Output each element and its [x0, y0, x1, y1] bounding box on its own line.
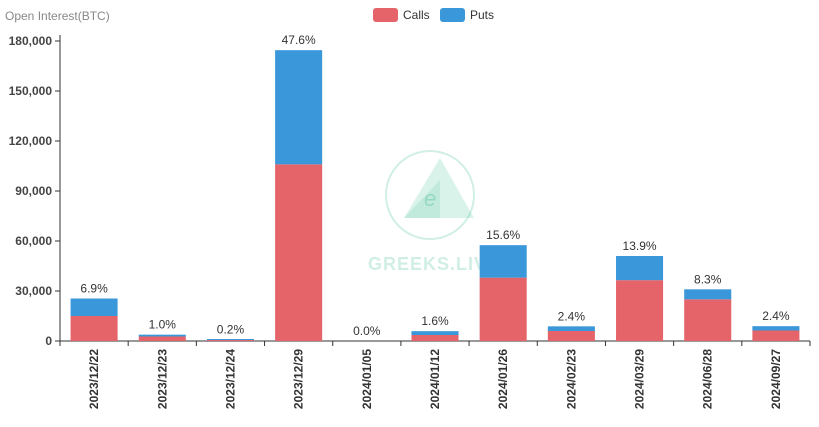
- x-tick-label: 2024/09/27: [769, 349, 783, 409]
- data-label: 2.4%: [762, 309, 790, 323]
- x-tick-label: 2024/06/28: [701, 349, 715, 409]
- data-label: 47.6%: [282, 33, 316, 47]
- y-tick-label: 60,000: [15, 234, 52, 248]
- bar-calls: [616, 280, 664, 341]
- bar-puts: [411, 331, 459, 335]
- legend-swatch-puts: [440, 8, 465, 22]
- bars: [70, 50, 800, 341]
- y-tick-label: 120,000: [9, 134, 53, 148]
- bar-calls: [411, 335, 459, 341]
- data-labels: 6.9% 1.0% 0.2% 47.6% 0.0% 1.6% 15.6% 2.4% 13.9% 8…: [80, 33, 789, 338]
- svg-text:e: e: [424, 186, 436, 211]
- y-tick-label: 150,000: [9, 84, 53, 98]
- legend: Calls Puts: [373, 8, 494, 22]
- bar-calls: [547, 331, 595, 341]
- y-tick-label: 0: [45, 334, 52, 348]
- x-tick-label: 2023/12/22: [87, 349, 101, 409]
- y-axis: 0 30,000 60,000 90,000 120,000 150,000 180,000: [9, 34, 61, 348]
- data-label: 6.9%: [80, 282, 108, 296]
- watermark: e GREEKS.LIVE: [368, 150, 500, 274]
- bar-calls: [206, 340, 254, 341]
- bar-puts: [70, 298, 118, 316]
- bar-puts: [616, 256, 664, 281]
- x-tick-label: 2023/12/23: [155, 349, 169, 409]
- data-label: 8.3%: [694, 272, 722, 286]
- bar-calls: [138, 336, 186, 341]
- y-tick-label: 90,000: [15, 184, 52, 198]
- greeks-live-logo-icon: e: [385, 150, 475, 240]
- bar-calls: [70, 316, 118, 341]
- data-label: 0.0%: [353, 324, 381, 338]
- data-label: 2.4%: [558, 309, 586, 323]
- bar-puts: [752, 326, 800, 331]
- data-label: 13.9%: [623, 239, 657, 253]
- y-tick-label: 30,000: [15, 284, 52, 298]
- bar-puts: [275, 50, 323, 165]
- y-axis-title: Open Interest(BTC): [5, 9, 110, 23]
- x-axis: 2023/12/22 2023/12/23 2023/12/24 2023/12/29…: [59, 340, 811, 409]
- legend-label-calls: Calls: [403, 8, 430, 22]
- legend-swatch-calls: [373, 8, 398, 22]
- x-tick-label: 2024/01/05: [360, 349, 374, 409]
- bar-calls: [684, 299, 732, 341]
- bar-puts: [547, 326, 595, 331]
- x-tick-label: 2023/12/29: [292, 349, 306, 409]
- x-tick-label: 2024/01/26: [496, 349, 510, 409]
- bar-calls: [752, 330, 800, 341]
- x-tick-label: 2024/02/23: [564, 349, 578, 409]
- x-tick-label: 2024/01/12: [428, 349, 442, 409]
- legend-label-puts: Puts: [470, 8, 494, 22]
- bar-puts: [479, 245, 527, 278]
- bar-calls: [479, 277, 527, 341]
- data-label: 0.2%: [217, 322, 245, 336]
- data-label: 15.6%: [486, 228, 520, 242]
- bar-puts: [206, 339, 254, 340]
- bar-puts: [138, 334, 186, 337]
- bar-calls: [275, 164, 323, 341]
- x-tick-label: 2024/03/29: [633, 349, 647, 409]
- bar-puts: [684, 289, 732, 300]
- data-label: 1.6%: [421, 314, 449, 328]
- watermark-text: GREEKS.LIVE: [368, 254, 500, 274]
- data-label: 1.0%: [149, 318, 177, 332]
- y-tick-label: 180,000: [9, 34, 53, 48]
- x-tick-label: 2023/12/24: [223, 349, 237, 409]
